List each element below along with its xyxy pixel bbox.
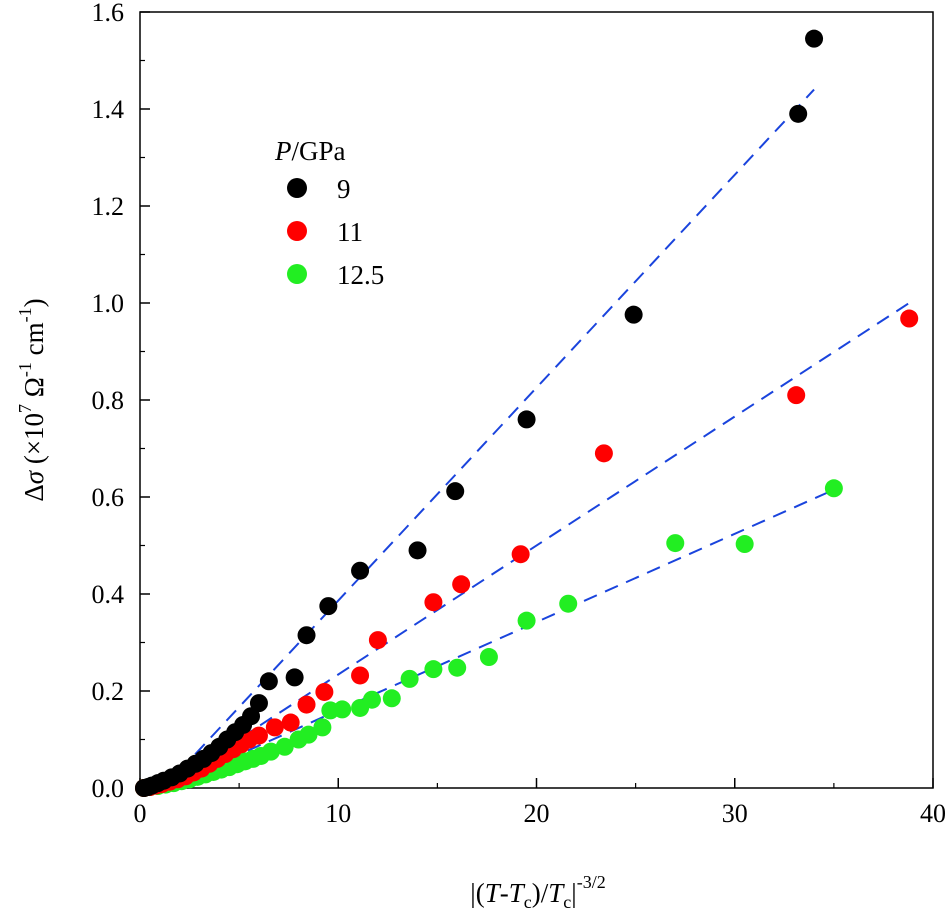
fit-9-line (163, 88, 815, 789)
data-point (448, 658, 467, 677)
x-axis-ticks: 0 10 20 30 40 (134, 778, 946, 828)
data-point (824, 479, 843, 498)
data-point (362, 690, 381, 709)
legend-title: P/GPa (274, 136, 346, 166)
data-point (446, 482, 465, 501)
data-point (261, 742, 280, 761)
series-9 (134, 29, 824, 797)
data-point (900, 309, 919, 328)
data-point (297, 626, 316, 645)
y-tick-label: 0.2 (92, 677, 125, 706)
legend-marker (287, 221, 307, 241)
data-point (479, 648, 498, 667)
data-point (249, 726, 268, 745)
y-tick-label: 0.4 (92, 580, 125, 609)
data-point (400, 669, 419, 688)
y-tick-label: 1.2 (92, 192, 125, 221)
data-point (517, 410, 536, 429)
data-point (735, 535, 754, 554)
legend-marker (287, 178, 307, 198)
data-point (351, 561, 370, 580)
data-point (408, 541, 427, 560)
data-point (275, 737, 294, 756)
data-point (559, 594, 578, 613)
data-point (805, 29, 824, 48)
x-tick-label: 20 (524, 799, 550, 828)
data-point (265, 718, 284, 737)
data-point (517, 611, 536, 630)
data-point (285, 668, 304, 687)
y-tick-label: 1.0 (92, 289, 125, 318)
data-point (313, 718, 332, 737)
data-point (333, 700, 352, 719)
fit-lines (163, 88, 910, 789)
data-point (666, 534, 685, 553)
data-point (297, 695, 316, 714)
data-point (351, 666, 370, 685)
data-point (259, 672, 278, 691)
data-point (789, 104, 808, 123)
x-tick-label: 30 (722, 799, 748, 828)
plot-border (139, 11, 934, 789)
data-point (511, 545, 530, 564)
plot-frame (139, 11, 934, 789)
y-axis-label: Δσ (×107 Ω-1 cm-1) (15, 298, 49, 501)
legend-label: 12.5 (337, 260, 384, 290)
y-tick-label: 0.8 (92, 386, 125, 415)
x-tick-label: 10 (325, 799, 351, 828)
y-axis-ticks: 0.0 0.2 0.4 0.6 0.8 1.0 1.2 1.4 1.6 (92, 0, 150, 803)
y-tick-label: 0.0 (92, 774, 125, 803)
x-tick-label: 0 (134, 799, 147, 828)
data-point (787, 386, 806, 405)
data-point (249, 694, 268, 713)
legend: P/GPa 9 11 12.5 (274, 136, 384, 290)
data-point (319, 597, 338, 616)
x-tick-label: 40 (920, 799, 946, 828)
data-points (134, 29, 919, 797)
legend-label: 9 (337, 174, 351, 204)
data-point (382, 689, 401, 708)
fit-12.5-line (163, 488, 835, 789)
y-tick-label: 0.6 (92, 483, 125, 512)
legend-marker (287, 264, 307, 284)
data-point (299, 725, 318, 744)
data-point (242, 707, 261, 726)
data-point (594, 444, 613, 463)
data-point (281, 713, 300, 732)
data-point (624, 305, 643, 324)
data-point (368, 631, 387, 650)
y-tick-label: 1.6 (92, 0, 125, 27)
data-point (315, 682, 334, 701)
data-point (452, 575, 471, 594)
fit-11-line (163, 302, 910, 789)
y-tick-label: 1.4 (92, 95, 125, 124)
x-axis-label: |(T-Tc)/Tc|-3/2 (470, 872, 605, 912)
data-point (424, 660, 443, 679)
data-point (424, 593, 443, 612)
legend-label: 11 (337, 217, 363, 247)
